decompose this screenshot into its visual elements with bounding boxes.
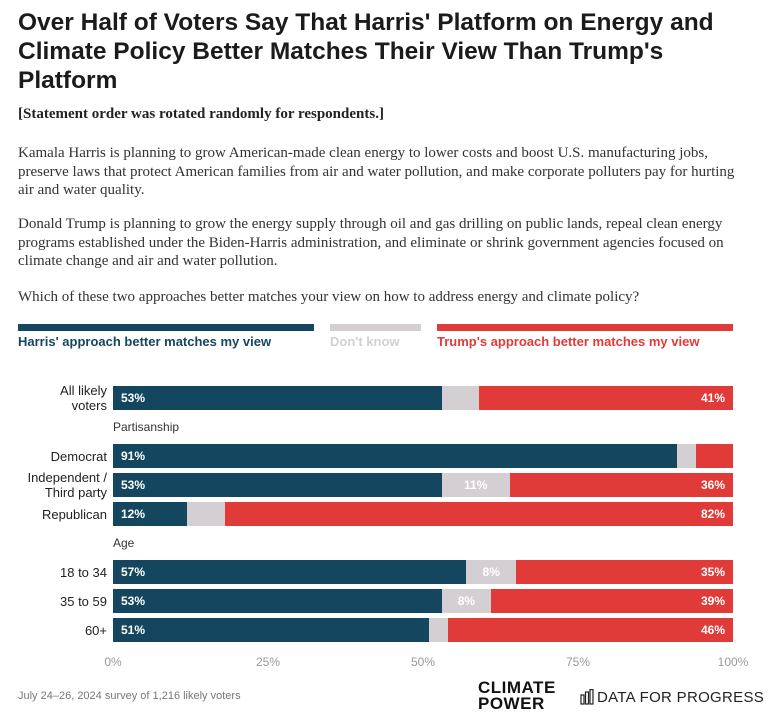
category-label: 18 to 34 <box>60 564 107 580</box>
value-label: 46% <box>700 623 725 637</box>
value-label: 39% <box>700 594 725 608</box>
x-tick-label: 100% <box>717 655 749 669</box>
legend-label: Don't know <box>330 334 400 349</box>
value-label: 8% <box>457 594 476 608</box>
description: Donald Trump is planning to grow the ene… <box>18 216 724 269</box>
value-label: 11% <box>464 478 488 492</box>
legend-swatch <box>330 324 421 331</box>
bar-segment <box>113 386 442 410</box>
x-tick-label: 25% <box>255 655 281 669</box>
bar-segment <box>478 386 733 410</box>
description: Kamala Harris is planning to grow Americ… <box>18 145 735 198</box>
x-tick-label: 0% <box>104 655 122 669</box>
x-tick-label: 75% <box>565 655 591 669</box>
source-note: July 24–26, 2024 survey of 1,216 likely … <box>18 690 241 702</box>
bar-segment <box>113 618 430 642</box>
bar-segment <box>447 618 733 642</box>
question: Which of these two approaches better mat… <box>18 289 640 305</box>
logo-icon <box>580 689 594 705</box>
bar-segment <box>113 473 442 497</box>
legend-label: Harris' approach better matches my view <box>18 334 272 349</box>
bar-segment <box>677 444 696 468</box>
value-label: 35% <box>700 565 725 579</box>
value-label: 8% <box>482 565 500 579</box>
value-label: 82% <box>700 507 725 521</box>
logo: CLIMATE POWER <box>478 678 556 713</box>
legend-swatch <box>437 324 733 331</box>
logo: DATA FOR PROGRESS <box>597 689 765 706</box>
category-label: 35 to 59 <box>60 593 107 609</box>
category-label: 60+ <box>84 622 107 638</box>
value-label: 91% <box>121 449 146 463</box>
value-label: 36% <box>700 478 725 492</box>
bar-segment <box>224 502 733 526</box>
category-label: Republican <box>41 506 107 522</box>
bar-segment <box>466 560 516 584</box>
value-label: 57% <box>121 565 146 579</box>
value-label: 51% <box>121 623 146 637</box>
bar-segment <box>113 560 467 584</box>
legend-label: Trump's approach better matches my view <box>437 334 700 349</box>
bar-segment <box>509 473 733 497</box>
value-label: 53% <box>121 478 146 492</box>
bar-segment <box>429 618 448 642</box>
bar-segment <box>187 502 225 526</box>
value-label: 41% <box>700 391 725 405</box>
bar-segment <box>113 502 188 526</box>
x-tick-label: 50% <box>410 655 436 669</box>
category-label: Democrat <box>50 448 107 464</box>
category-label: All likely voters <box>60 383 107 413</box>
bar-segment <box>695 444 733 468</box>
bar-segment <box>491 589 733 613</box>
bar-segment <box>516 560 733 584</box>
group-header: Partisanship <box>113 420 180 434</box>
category-label: Independent / Third party <box>27 470 107 500</box>
value-label: 12% <box>121 507 146 521</box>
value-label: 53% <box>121 391 146 405</box>
bar-segment <box>113 589 442 613</box>
legend-swatch <box>18 324 314 331</box>
bar-segment <box>441 473 510 497</box>
subtitle: [Statement order was rotated randomly fo… <box>18 106 384 122</box>
bar-segment <box>441 386 479 410</box>
bar-segment <box>441 589 492 613</box>
group-header: Age <box>113 536 135 550</box>
bar-segment <box>113 444 678 468</box>
value-label: 53% <box>121 594 146 608</box>
chart-title: Over Half of Voters Say That Harris' Pla… <box>18 9 714 94</box>
